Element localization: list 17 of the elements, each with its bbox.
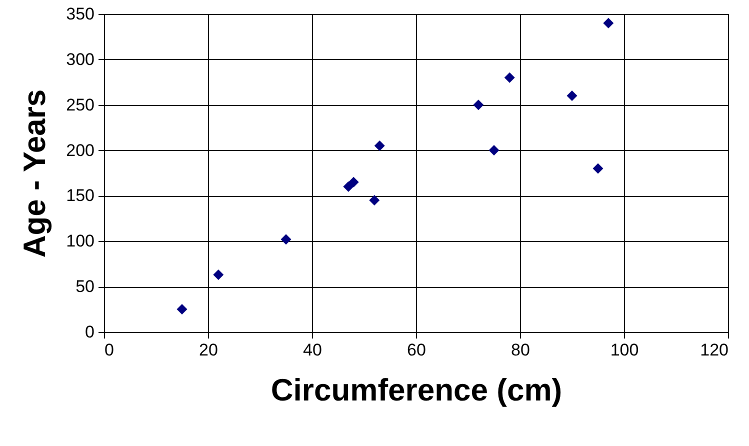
y-tick-label: 50: [76, 277, 94, 296]
y-axis-title: Age - Years: [17, 89, 52, 258]
y-tick-label: 150: [66, 186, 94, 206]
x-tick-label: 20: [199, 340, 218, 360]
x-axis-title: Circumference (cm): [270, 372, 562, 408]
y-tick-label: 300: [66, 50, 94, 69]
x-tick-label: 100: [610, 340, 639, 360]
y-tick-label: 100: [66, 232, 94, 251]
x-tick-label: 0: [104, 340, 114, 360]
y-tick-label: 350: [66, 4, 94, 24]
x-tick-label: 60: [407, 340, 426, 360]
x-tick-label: 40: [303, 340, 322, 360]
y-tick-label: 250: [66, 95, 94, 114]
y-tick-label: 0: [85, 322, 94, 342]
x-tick-label: 120: [700, 340, 728, 360]
x-tick-label: 80: [511, 340, 530, 360]
y-tick-label: 200: [66, 140, 94, 160]
